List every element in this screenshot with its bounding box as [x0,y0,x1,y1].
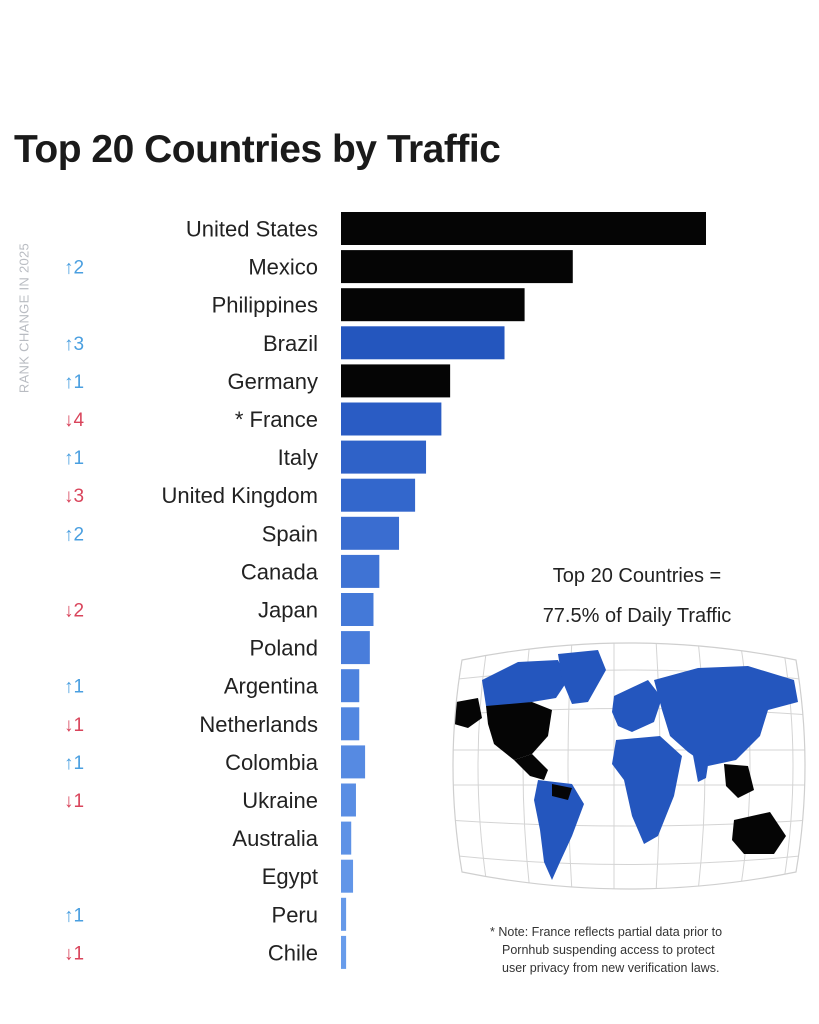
bar-3 [341,326,505,360]
category-label: Canada [241,559,319,584]
rank-change-label: ↑2 [64,524,84,545]
category-label: Japan [258,598,318,623]
bar-17 [341,859,354,893]
bar-15 [341,783,356,817]
bar-12 [341,669,360,703]
bar-0 [341,212,706,245]
bar-19 [341,935,347,969]
category-label: Mexico [248,255,318,280]
bar-8 [341,516,400,550]
category-label: Colombia [225,750,319,775]
rank-change-label: ↑1 [64,448,84,469]
bar-14 [341,745,366,779]
world-map-icon [452,642,806,890]
category-label: Italy [278,445,318,470]
bar-9 [341,554,380,588]
summary-callout: Top 20 Countries = 77.5% of Daily Traffi… [492,556,782,636]
rank-change-label: ↓3 [64,486,84,507]
rank-change-label: ↑1 [64,372,84,393]
bar-4 [341,364,451,398]
bar-16 [341,821,352,855]
bar-6 [341,440,427,474]
category-label: Ukraine [242,788,318,813]
rank-change-label: ↑1 [64,677,84,698]
rank-change-label: ↓1 [64,715,84,736]
bar-18 [341,897,347,931]
rank-change-label: ↓1 [64,791,84,812]
bar-10 [341,593,374,626]
footnote: * Note: France reflects partial data pri… [490,923,800,977]
bar-1 [341,250,573,284]
summary-line-1: Top 20 Countries = [552,565,722,587]
category-label: United Kingdom [161,483,318,508]
category-label: Egypt [262,864,318,889]
category-label: Argentina [224,674,319,699]
footnote-line-1: * Note: France reflects partial data pri… [490,925,723,939]
rank-change-label: ↑1 [64,905,84,926]
rank-change-label: ↑1 [64,753,84,774]
category-label: Australia [232,826,318,851]
rank-change-label: ↑2 [64,258,84,279]
category-label: Poland [249,636,318,661]
category-label: Brazil [263,331,318,356]
chart-title: Top 20 Countries by Traffic [14,128,501,171]
bar-13 [341,707,360,741]
category-label: Netherlands [199,712,318,737]
category-label: Peru [272,902,318,927]
footnote-line-3: user privacy from new verification laws. [502,961,720,975]
rank-change-label: ↓1 [64,943,84,964]
rank-change-label: ↑3 [64,334,84,355]
bar-2 [341,288,525,322]
category-label: Germany [228,369,318,394]
summary-line-2: 77.5% of Daily Traffic [542,605,732,627]
category-label: Spain [262,521,318,546]
category-label: Philippines [212,293,318,318]
category-label: * France [235,407,318,432]
rank-change-label: ↓2 [64,601,84,622]
bar-5 [341,402,442,436]
bar-11 [341,631,370,665]
bar-7 [341,478,416,512]
category-label: Chile [268,940,318,965]
category-label: United States [186,217,318,242]
rank-change-label: ↓4 [64,410,85,431]
footnote-line-2: Pornhub suspending access to protect [502,943,715,957]
